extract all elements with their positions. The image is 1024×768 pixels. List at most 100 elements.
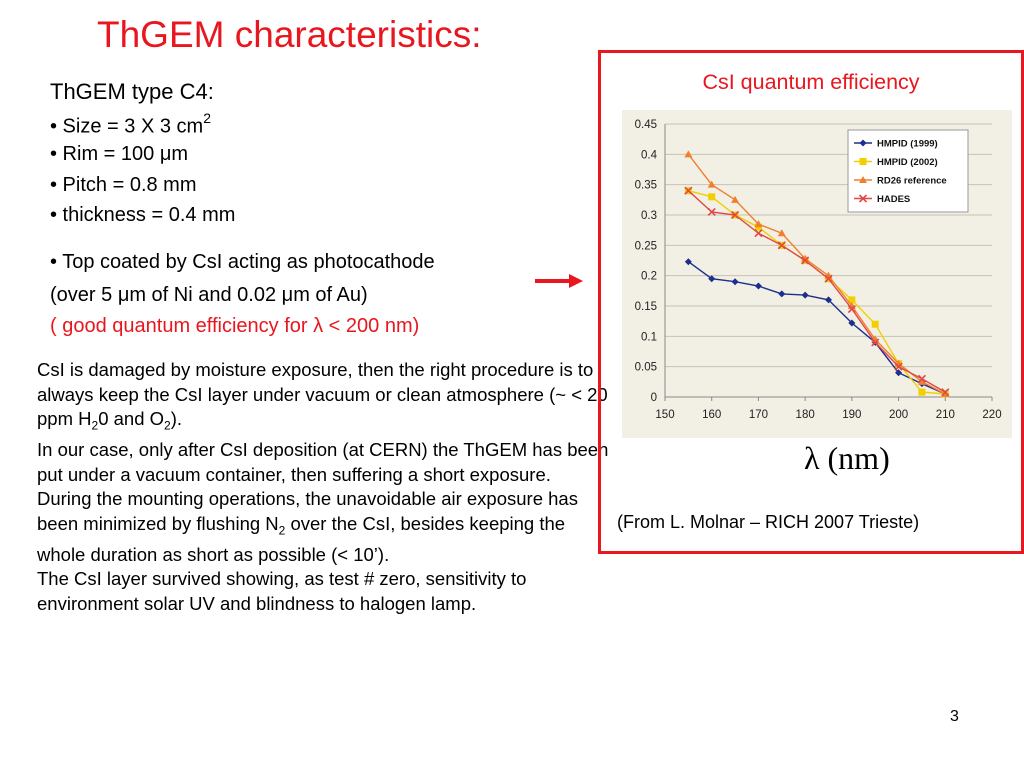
x-tick-label: 190 xyxy=(842,409,861,421)
data-point-stroke xyxy=(801,256,810,265)
series-line-3 xyxy=(687,190,946,393)
y-tick-label: 0 xyxy=(651,392,657,404)
data-point xyxy=(731,195,740,203)
subscript-2: 2 xyxy=(278,523,286,538)
data-point-stroke xyxy=(684,186,693,195)
para-text-1b: 0 and O xyxy=(98,408,165,429)
data-point xyxy=(707,207,716,217)
x-tick-label: 210 xyxy=(936,409,955,421)
legend-marker xyxy=(859,139,867,147)
data-point xyxy=(778,290,786,298)
data-point xyxy=(777,229,786,237)
data-point xyxy=(917,374,926,383)
x-axis-unit-label: λ (nm) xyxy=(804,440,890,476)
data-point xyxy=(941,388,950,397)
chart-frame xyxy=(598,50,1024,554)
data-point-stroke xyxy=(847,304,856,314)
x-tick-label: 200 xyxy=(889,409,908,421)
mu-symbol: μ xyxy=(281,284,294,306)
data-point xyxy=(777,241,786,250)
x-tick-label: 150 xyxy=(655,409,674,421)
y-tick-label: 0.35 xyxy=(635,180,657,192)
para-text-3: The CsI layer survived showing, as test … xyxy=(37,568,527,614)
legend-label: HMPID (1999) xyxy=(877,139,938,150)
legend-marker-stroke xyxy=(858,194,868,203)
data-point-stroke xyxy=(894,362,903,371)
x-tick-label: 180 xyxy=(796,409,815,421)
x-tick-label: 220 xyxy=(982,409,1001,421)
data-point xyxy=(754,229,763,238)
y-tick-label: 0.05 xyxy=(635,362,657,374)
data-point xyxy=(824,274,833,283)
chart-caption: CsI quantum efficiency xyxy=(702,70,920,94)
data-point xyxy=(754,223,762,231)
data-point-stroke xyxy=(777,241,786,250)
thgem-type-heading: ThGEM type C4: xyxy=(50,79,214,104)
y-tick-label: 0.45 xyxy=(635,119,657,131)
good-post: < 200 nm) xyxy=(323,315,420,337)
data-point xyxy=(871,320,879,328)
legend-marker xyxy=(858,194,868,203)
y-tick-label: 0.15 xyxy=(635,301,657,313)
data-point-stroke xyxy=(824,274,833,283)
bullet-pitch: • Pitch = 0.8 mm xyxy=(50,174,197,196)
x-tick-label: 170 xyxy=(749,409,768,421)
data-point xyxy=(848,296,856,304)
bullet-coated: • Top coated by CsI acting as photocatho… xyxy=(50,251,435,273)
legend-label: HADES xyxy=(877,194,910,205)
data-point-stroke xyxy=(754,229,763,238)
data-point-stroke xyxy=(731,210,740,220)
data-point xyxy=(825,296,832,304)
data-point xyxy=(754,282,762,290)
source-citation: (From L. Molnar – RICH 2007 Trieste) xyxy=(617,512,920,532)
data-point xyxy=(895,369,903,377)
good-pre: ( good quantum efficiency for xyxy=(50,315,314,337)
data-point xyxy=(707,180,716,188)
csi-handling-paragraph: CsI is damaged by moisture exposure, the… xyxy=(37,358,609,616)
legend-label: HMPID (2002) xyxy=(877,157,938,168)
data-point xyxy=(918,388,926,396)
data-point xyxy=(871,338,880,347)
para-text-2a: In our case, only after CsI deposition (… xyxy=(37,439,609,534)
over-pre: (over 5 xyxy=(50,284,118,306)
slide-title: ThGEM characteristics: xyxy=(97,14,482,55)
data-point xyxy=(848,319,856,327)
arrow-right-icon xyxy=(535,274,583,288)
lambda-symbol: λ xyxy=(313,315,324,337)
mu-symbol: μ xyxy=(159,143,172,165)
qe-chart: 0 0.05 0.1 0.15 0.2 0.25 0.3 0.35 0.4 0.45 150 160 1… xyxy=(622,110,1012,438)
subscript-2: 2 xyxy=(91,418,99,433)
legend-marker xyxy=(859,176,867,183)
page-number: 3 xyxy=(950,708,959,725)
data-point xyxy=(708,193,716,201)
rim-unit: m xyxy=(171,143,189,165)
y-tick-label: 0.4 xyxy=(641,149,658,161)
data-point xyxy=(894,362,903,371)
legend-marker xyxy=(859,158,867,165)
data-point xyxy=(801,291,809,299)
over-mid: m of Ni and 0.02 xyxy=(129,284,282,306)
data-point xyxy=(684,150,693,158)
para-text-1a: CsI is damaged by moisture exposure, the… xyxy=(37,359,608,429)
good-qe-note: ( good quantum efficiency for λ < 200 nm… xyxy=(50,315,419,338)
rim-text: • Rim = 100 xyxy=(50,143,160,165)
data-point xyxy=(684,258,692,266)
data-point xyxy=(731,210,740,220)
data-point xyxy=(731,278,739,286)
data-point xyxy=(684,186,693,195)
para-text-1c: ). xyxy=(170,408,183,429)
y-tick-label: 0.2 xyxy=(641,271,657,283)
x-tick-label: 160 xyxy=(702,409,721,421)
y-tick-label: 0.1 xyxy=(641,331,657,343)
y-tick-label: 0.3 xyxy=(641,210,657,222)
series-line-0 xyxy=(687,261,946,395)
coating-detail: (over 5 μm of Ni and 0.02 μm of Au) xyxy=(50,284,368,307)
data-point xyxy=(708,275,716,283)
data-point-stroke xyxy=(871,338,880,347)
data-point xyxy=(754,220,763,228)
data-point-stroke xyxy=(917,374,926,383)
mu-symbol: μ xyxy=(117,284,130,306)
bullet-thickness: • thickness = 0.4 mm xyxy=(50,204,236,226)
over-post: m of Au) xyxy=(293,284,368,306)
data-point xyxy=(847,304,856,314)
